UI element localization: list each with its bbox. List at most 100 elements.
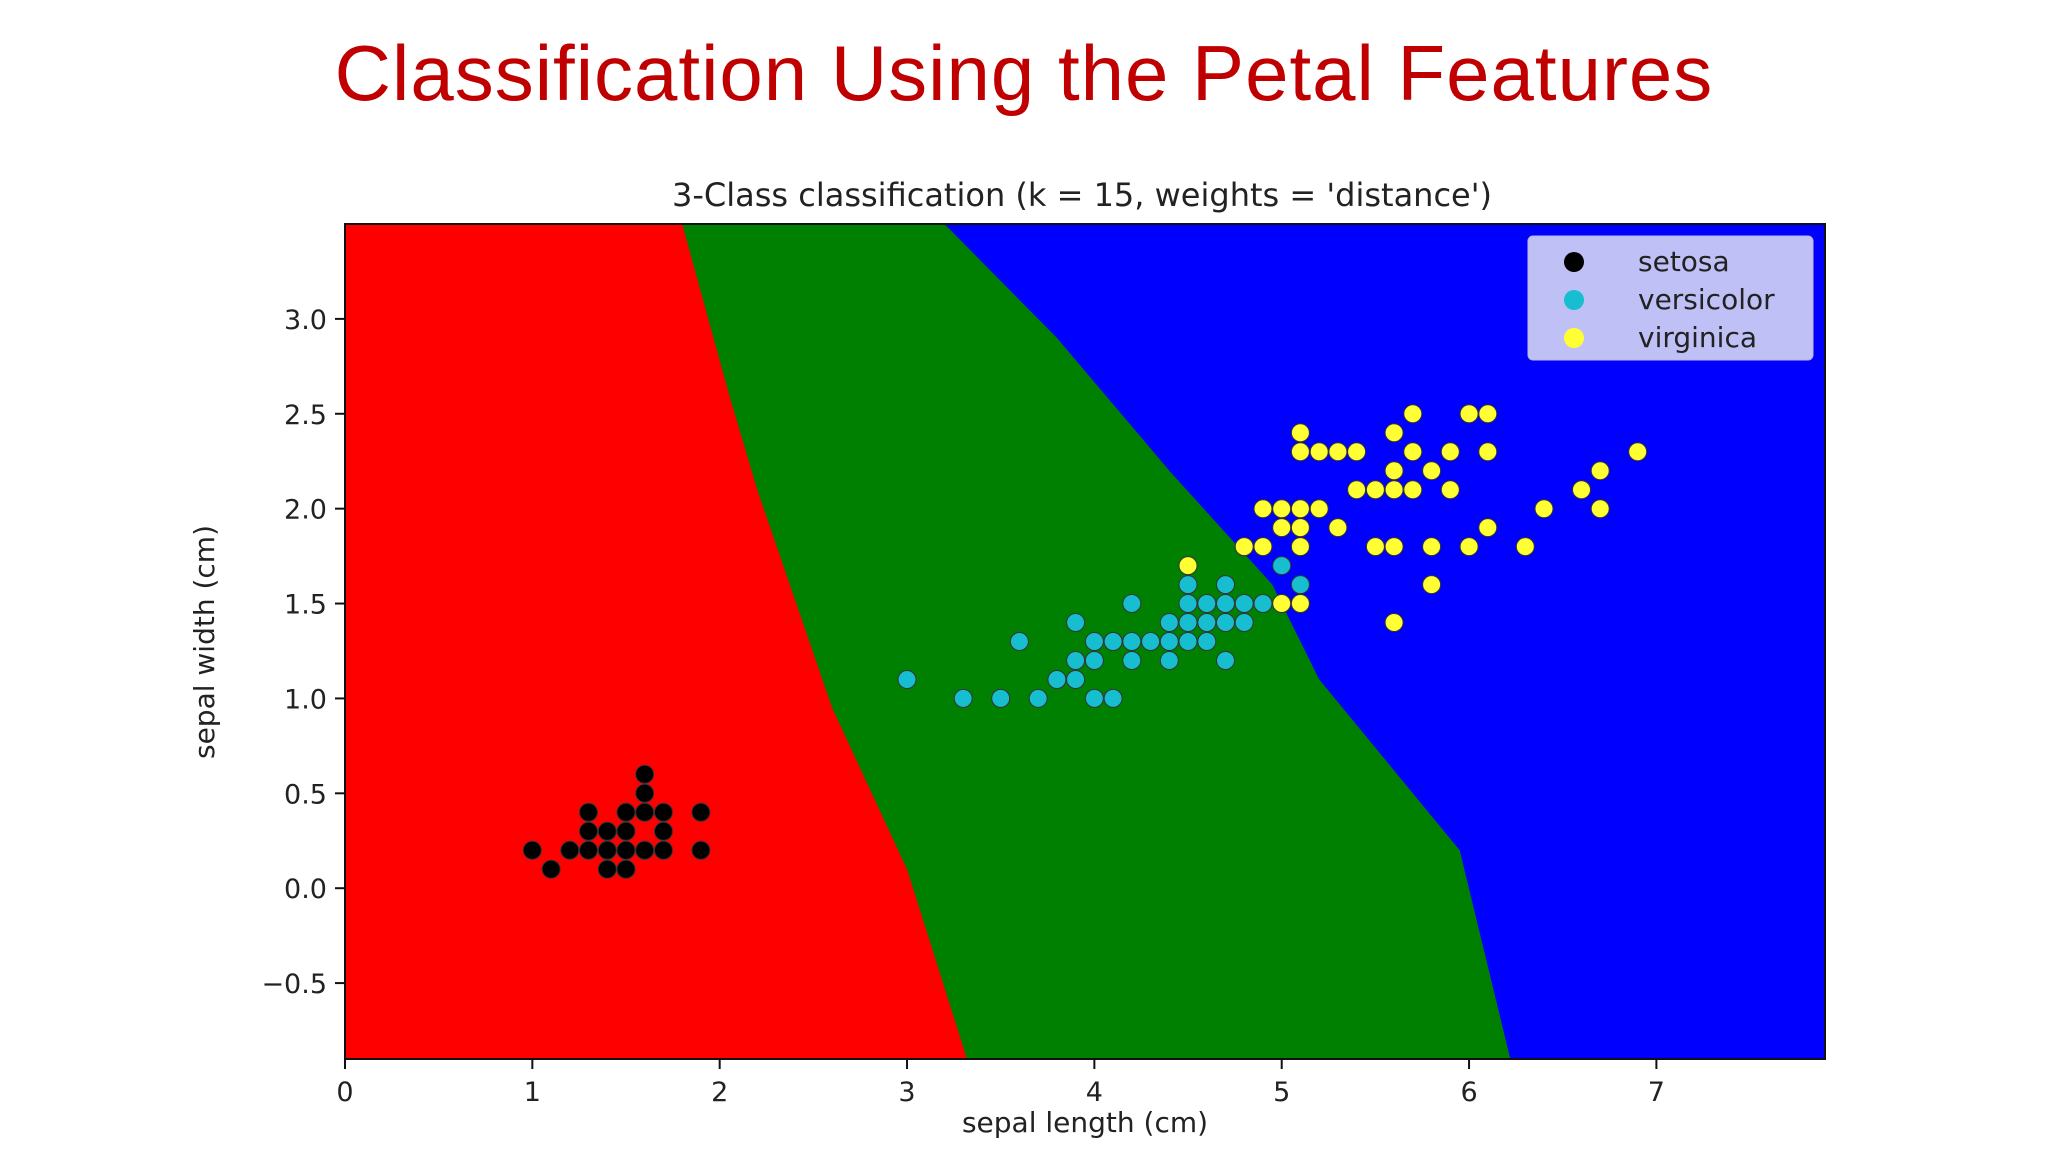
point-setosa xyxy=(579,821,598,841)
point-versicolor xyxy=(1253,594,1273,613)
slide-title: Classification Using the Petal Features xyxy=(334,29,1714,117)
legend-box xyxy=(1527,235,1814,361)
point-virginica xyxy=(1478,404,1498,424)
point-versicolor xyxy=(1009,632,1029,651)
point-setosa xyxy=(691,802,711,822)
point-setosa xyxy=(579,802,598,822)
point-versicolor xyxy=(1178,575,1198,595)
legend-label-setosa: setosa xyxy=(1638,245,1730,278)
region-setosa xyxy=(345,224,967,1059)
point-virginica xyxy=(1384,613,1404,632)
point-virginica xyxy=(1440,442,1460,462)
point-versicolor xyxy=(897,670,917,689)
point-versicolor xyxy=(1122,632,1142,651)
legend-marker-setosa xyxy=(1564,252,1584,272)
y-tick-label: 0.5 xyxy=(284,779,327,810)
point-versicolor xyxy=(1272,556,1292,576)
point-setosa xyxy=(654,821,673,841)
point-virginica xyxy=(1290,594,1310,613)
point-versicolor xyxy=(1216,613,1235,632)
point-virginica xyxy=(1384,461,1404,481)
point-virginica xyxy=(1347,442,1367,462)
legend-label-virginica: virginica xyxy=(1638,321,1757,354)
point-versicolor xyxy=(1159,613,1179,632)
point-virginica xyxy=(1290,518,1310,538)
y-tick-label: −0.5 xyxy=(261,969,327,1000)
y-axis-label: sepal width (cm) xyxy=(188,525,221,759)
point-virginica xyxy=(1309,499,1329,519)
point-virginica xyxy=(1290,499,1310,519)
point-versicolor xyxy=(1197,632,1217,651)
point-virginica xyxy=(1478,518,1498,538)
point-versicolor xyxy=(1197,613,1217,632)
point-versicolor xyxy=(1234,613,1254,632)
point-versicolor xyxy=(1028,688,1048,708)
point-virginica xyxy=(1590,461,1610,481)
point-virginica xyxy=(1178,556,1198,576)
point-versicolor xyxy=(1216,651,1235,670)
point-versicolor xyxy=(1197,594,1217,613)
plot-frame xyxy=(344,223,1826,1060)
point-virginica xyxy=(1253,537,1273,557)
point-setosa xyxy=(691,840,711,860)
point-virginica xyxy=(1328,518,1348,538)
point-virginica xyxy=(1272,499,1292,519)
point-setosa xyxy=(654,840,673,860)
point-virginica xyxy=(1347,480,1367,500)
point-setosa xyxy=(654,802,673,822)
point-versicolor xyxy=(1103,688,1123,708)
point-virginica xyxy=(1590,499,1610,519)
point-virginica xyxy=(1384,480,1404,500)
legend-label-versicolor: versicolor xyxy=(1638,283,1775,316)
x-tick-label: 0 xyxy=(336,1077,353,1108)
point-versicolor xyxy=(1178,594,1198,613)
point-versicolor xyxy=(1084,651,1104,670)
point-versicolor xyxy=(1216,575,1235,595)
point-versicolor xyxy=(1178,632,1198,651)
point-virginica xyxy=(1403,404,1423,424)
point-versicolor xyxy=(1178,613,1198,632)
point-versicolor xyxy=(1159,651,1179,670)
x-tick-label: 2 xyxy=(711,1077,728,1108)
point-virginica xyxy=(1422,575,1442,595)
point-setosa xyxy=(579,840,598,860)
point-virginica xyxy=(1403,442,1423,462)
y-tick-label: 0.0 xyxy=(284,874,327,905)
point-setosa xyxy=(560,840,580,860)
x-axis-label: sepal length (cm) xyxy=(962,1106,1208,1139)
y-tick-label: 1.0 xyxy=(284,684,327,715)
point-versicolor xyxy=(1066,613,1086,632)
point-versicolor xyxy=(1234,594,1254,613)
point-virginica xyxy=(1384,423,1404,443)
y-tick-label: 3.0 xyxy=(284,305,327,336)
point-virginica xyxy=(1459,404,1479,424)
point-virginica xyxy=(1290,423,1310,443)
legend-marker-versicolor xyxy=(1564,290,1584,310)
point-setosa xyxy=(522,840,542,860)
point-versicolor xyxy=(1084,632,1104,651)
point-setosa xyxy=(597,840,617,860)
point-virginica xyxy=(1628,442,1648,462)
legend: setosa versicolor virginica xyxy=(1527,235,1814,361)
point-virginica xyxy=(1422,461,1442,481)
legend-marker-virginica xyxy=(1564,328,1584,348)
point-virginica xyxy=(1515,537,1535,557)
y-tick-label: 1.5 xyxy=(284,590,327,621)
point-setosa xyxy=(616,821,636,841)
point-virginica xyxy=(1403,480,1423,500)
point-versicolor xyxy=(1122,651,1142,670)
x-tick-label: 1 xyxy=(524,1077,541,1108)
point-virginica xyxy=(1384,537,1404,557)
point-versicolor xyxy=(991,688,1011,708)
point-versicolor xyxy=(1103,632,1123,651)
point-virginica xyxy=(1572,480,1591,500)
point-setosa xyxy=(616,840,636,860)
point-setosa xyxy=(635,764,655,784)
point-virginica xyxy=(1290,537,1310,557)
x-tick-label: 4 xyxy=(1086,1077,1103,1108)
point-setosa xyxy=(616,802,636,822)
x-tick-label: 3 xyxy=(898,1077,915,1108)
point-setosa xyxy=(635,802,655,822)
point-setosa xyxy=(635,840,655,860)
